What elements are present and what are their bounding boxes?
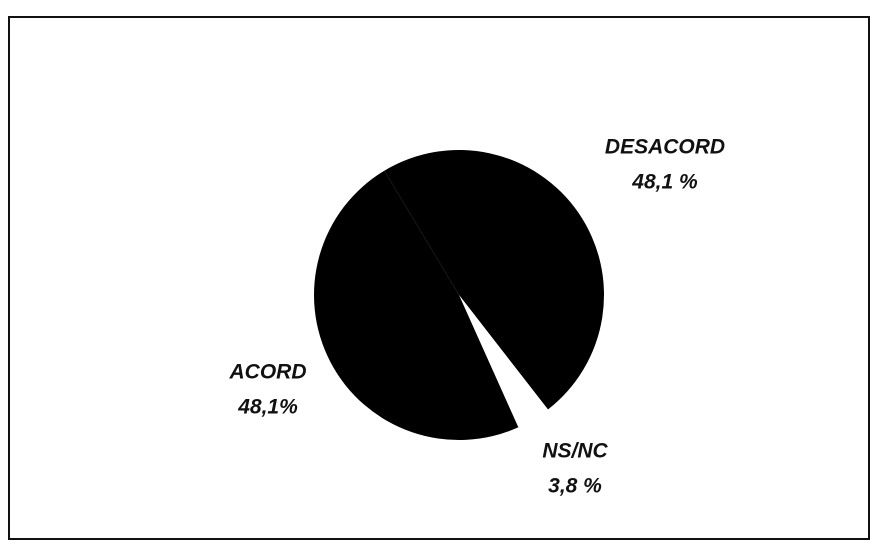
slice-label: DESACORD bbox=[605, 136, 725, 159]
pie-slice bbox=[384, 150, 604, 410]
pie-slice bbox=[314, 170, 519, 440]
frame bbox=[8, 16, 870, 540]
value-label: 3,8 % bbox=[548, 475, 602, 498]
slice-label: NS/NC bbox=[542, 440, 608, 463]
value-label: 48,1% bbox=[237, 396, 298, 419]
pie-slice bbox=[459, 295, 548, 428]
value-label: 48,1 % bbox=[631, 171, 698, 194]
slice-label: ACORD bbox=[229, 361, 307, 384]
